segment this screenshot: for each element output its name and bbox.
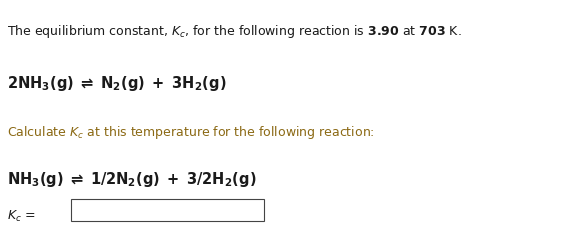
Text: $\bf{2NH_3(g)}$ $\bf{\rightleftharpoons}$ $\bf{N_2(g)\ +\ 3H_2(g)}$: $\bf{2NH_3(g)}$ $\bf{\rightleftharpoons}… — [7, 73, 226, 92]
Text: $K_c$ =: $K_c$ = — [7, 208, 35, 224]
Text: Calculate $K_c$ at this temperature for the following reaction:: Calculate $K_c$ at this temperature for … — [7, 124, 374, 141]
Text: $\bf{NH_3(g)}$ $\bf{\rightleftharpoons}$ $\bf{1/2N_2(g)\ +\ 3/2H_2(g)}$: $\bf{NH_3(g)}$ $\bf{\rightleftharpoons}$… — [7, 169, 256, 188]
Bar — [71, 199, 264, 221]
Text: The equilibrium constant, $K_c$, for the following reaction is $\bf{3.90}$ at $\: The equilibrium constant, $K_c$, for the… — [7, 23, 462, 40]
